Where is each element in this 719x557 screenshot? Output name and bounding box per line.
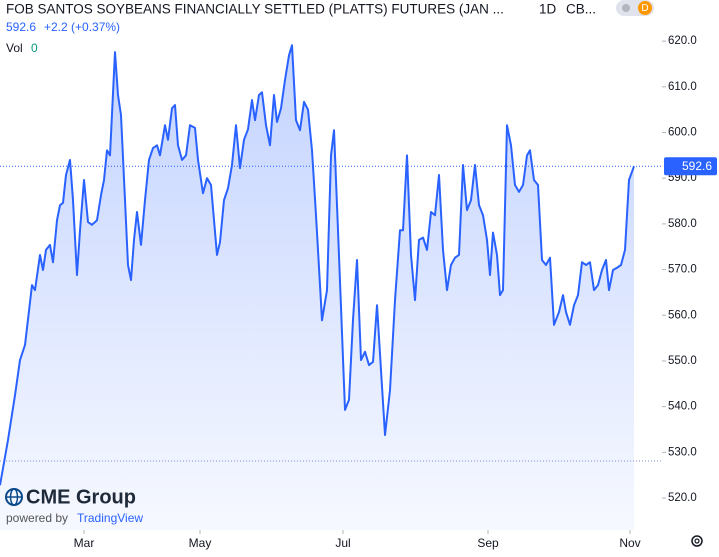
y-tick-label: 610.0 [668, 81, 697, 93]
y-tick-label: 560.0 [668, 309, 697, 321]
powered-by: powered by [6, 511, 68, 525]
settings-icon[interactable] [691, 535, 703, 547]
brand: CME Group [26, 486, 136, 508]
price-line [0, 44, 635, 486]
svg-text:D: D [641, 3, 648, 14]
volume-value: 0 [31, 41, 38, 55]
platform[interactable]: TradingView [77, 511, 143, 525]
y-tick-label: 580.0 [668, 218, 697, 230]
y-tick-label: 570.0 [668, 264, 697, 276]
quote-price: 592.6 [6, 20, 36, 34]
area-fill [0, 45, 634, 530]
y-tick-label: 520.0 [668, 492, 697, 504]
x-tick-label: Mar [74, 536, 95, 550]
y-tick-label: 600.0 [668, 127, 697, 139]
interval[interactable]: 1D [539, 2, 557, 17]
y-tick-label: 540.0 [668, 401, 697, 413]
volume-label: Vol [6, 41, 23, 55]
y-tick-label: 550.0 [668, 355, 697, 367]
y-tick-label: 620.0 [668, 35, 697, 47]
quote-change: +2.2 (+0.37%) [44, 20, 120, 34]
x-tick-label: Sep [477, 536, 499, 550]
x-tick-label: May [189, 536, 212, 550]
toggle-icons[interactable]: D [616, 0, 654, 16]
x-tick-label: Jul [335, 536, 350, 550]
brand-logo[interactable] [5, 488, 23, 506]
last-price-label: 592.6 [682, 159, 712, 173]
plot-area [0, 44, 662, 530]
y-tick-label: 530.0 [668, 446, 697, 458]
chart-title: FOB SANTOS SOYBEANS FINANCIALLY SETTLED … [6, 2, 504, 17]
last-price-box [664, 157, 717, 176]
x-tick-label: Nov [619, 536, 640, 550]
exchange: CB... [566, 2, 596, 17]
